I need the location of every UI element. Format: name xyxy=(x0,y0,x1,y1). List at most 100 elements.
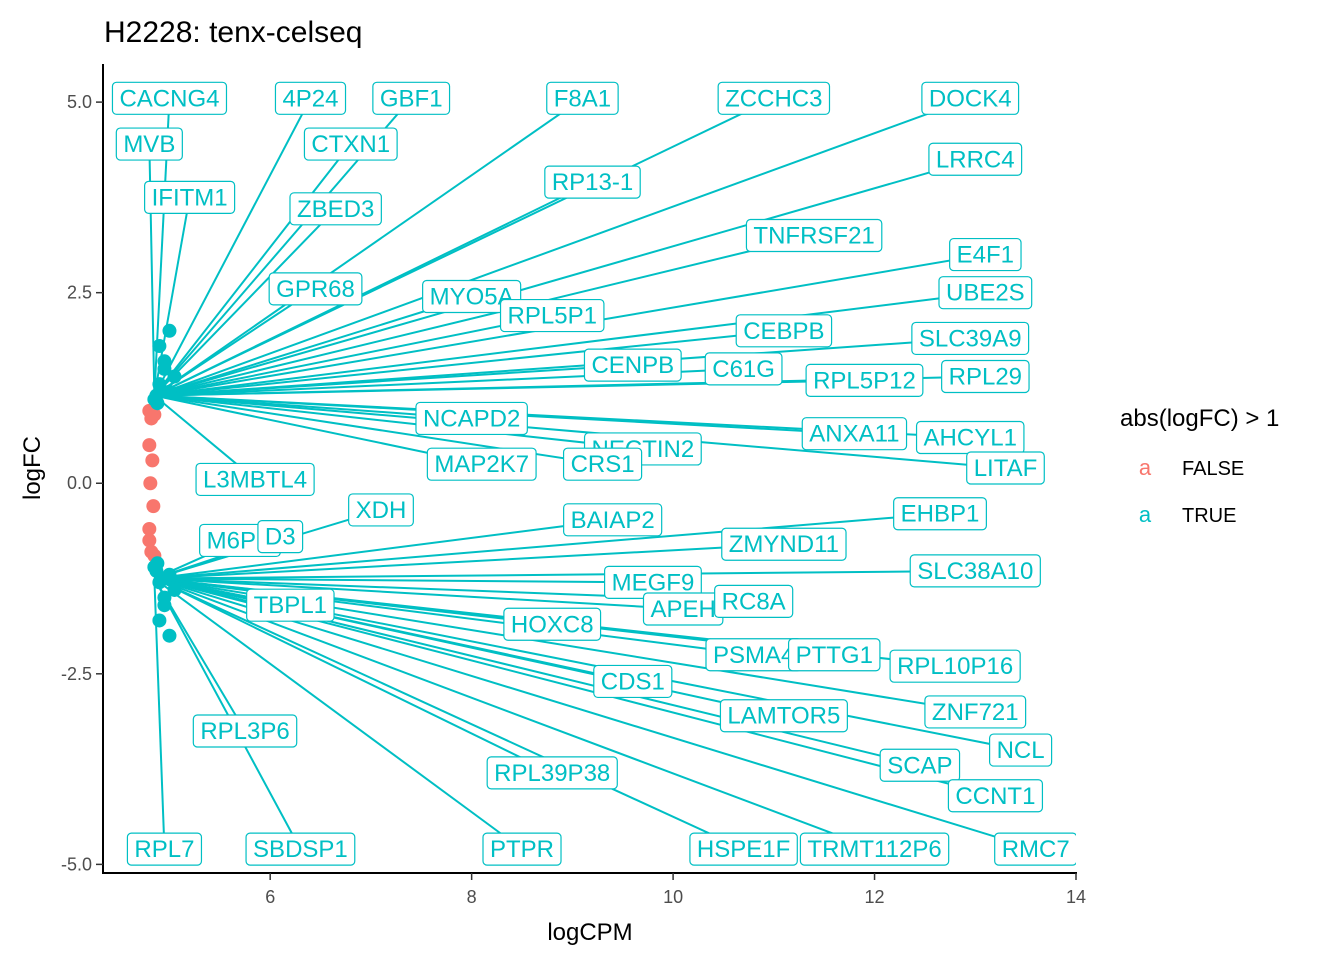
gene-label-box xyxy=(546,81,619,115)
gene-label-text: TRMT112P6 xyxy=(807,836,941,863)
gene-label-box xyxy=(988,733,1053,767)
gene-label: RPL5P12 xyxy=(805,363,924,397)
gene-label-text: LRRC4 xyxy=(936,146,1015,173)
gene-label: CDS1 xyxy=(593,664,673,699)
gene-label-box xyxy=(348,493,414,527)
gene-label: NCAPD2 xyxy=(415,401,528,436)
gene-label: CEBPB xyxy=(735,314,833,348)
gene-label-text: PTPR xyxy=(490,836,554,863)
gene-label-text: ZNF721 xyxy=(932,699,1019,726)
gene-label: XDH xyxy=(348,493,414,527)
legend-entries: a FALSE a TRUE xyxy=(1139,455,1244,527)
gene-label: TBPL1 xyxy=(246,588,335,622)
gene-label: HSPE1F xyxy=(689,832,798,866)
gene-label: DOCK4 xyxy=(921,81,1020,115)
gene-label: ZNF721 xyxy=(924,695,1027,729)
point-true xyxy=(167,369,182,384)
gene-label-box xyxy=(921,81,1020,115)
gene-label-box xyxy=(486,756,618,790)
plot-panel: CACNG4 4P24 GBF1 F8A1 ZCCHC3 DOCK4 MVB CTXN1 IFI… xyxy=(111,81,1076,866)
gene-label-text: MVB xyxy=(123,131,175,158)
label-connector xyxy=(153,578,302,850)
y-tick-label: 0.0 xyxy=(67,473,92,493)
gene-label-text: GBF1 xyxy=(380,85,443,112)
gene-labels: CACNG4 4P24 GBF1 F8A1 ZCCHC3 DOCK4 MVB CTXN1 IFI… xyxy=(111,81,1076,866)
gene-label-text: RPL5P1 xyxy=(508,303,597,330)
legend-label-false: FALSE xyxy=(1182,458,1244,480)
label-connector xyxy=(154,543,784,580)
point-true xyxy=(152,377,167,392)
gene-label-box xyxy=(111,81,228,115)
gene-label-text: 4P24 xyxy=(282,85,338,112)
gene-label: TNFRSF21 xyxy=(745,218,883,253)
gene-label-box xyxy=(192,714,298,748)
gene-label: UBE2S xyxy=(938,276,1033,310)
gene-label-text: HSPE1F xyxy=(697,836,790,863)
gene-label-box xyxy=(144,180,236,214)
x-tick-label: 12 xyxy=(865,887,885,907)
point-false xyxy=(147,407,162,422)
gene-label-text: SCAP xyxy=(887,752,952,779)
gene-label-box xyxy=(745,218,883,253)
gene-label-box xyxy=(503,607,602,641)
gene-label: AHCYL1 xyxy=(915,420,1025,455)
gene-label: GPR68 xyxy=(268,272,363,306)
point-true xyxy=(162,628,177,643)
label-connector xyxy=(154,512,941,580)
gene-label-box xyxy=(562,447,643,481)
gene-label-box xyxy=(717,81,831,115)
gene-label-text: RPL39P38 xyxy=(494,760,610,787)
gene-label-text: CDS1 xyxy=(601,668,665,695)
data-points xyxy=(142,323,182,643)
x-axis-title: logCPM xyxy=(547,919,632,946)
gene-label: RPL5P1 xyxy=(499,298,605,333)
point-true xyxy=(167,582,182,597)
gene-label: RPL7 xyxy=(126,832,203,866)
gene-label-box xyxy=(195,462,315,497)
label-connector xyxy=(153,97,312,397)
gene-label-text: XDH xyxy=(356,497,407,524)
gene-label: BAIAP2 xyxy=(563,503,663,537)
gene-label-box xyxy=(274,81,347,115)
gene-label-text: BAIAP2 xyxy=(571,507,655,534)
label-connector xyxy=(154,394,1006,469)
label-connector xyxy=(153,97,584,397)
gene-label-text: SLC39A9 xyxy=(919,325,1022,352)
point-false xyxy=(142,438,157,453)
gene-label: MVB xyxy=(115,127,183,161)
gene-label: F8A1 xyxy=(546,81,619,115)
x-tick-label: 14 xyxy=(1066,887,1086,907)
legend: abs(logFC) > 1 a FALSE a TRUE xyxy=(1120,405,1279,527)
gene-label: CCNT1 xyxy=(947,779,1044,813)
gene-label: HOXC8 xyxy=(503,607,602,641)
gene-label-text: SBDSP1 xyxy=(253,836,348,863)
gene-label-text: RMC7 xyxy=(1002,836,1070,863)
gene-label: CTXN1 xyxy=(303,127,398,161)
gene-label-text: RPL3P6 xyxy=(200,718,289,745)
gene-label-box xyxy=(115,127,183,161)
point-true xyxy=(152,613,167,628)
label-connector xyxy=(154,291,986,397)
gene-label-box xyxy=(911,321,1030,356)
gene-label-text: MAP2K7 xyxy=(434,451,529,478)
gene-label-text: IFITM1 xyxy=(152,184,228,211)
gene-label-box xyxy=(947,779,1044,813)
gene-label-box xyxy=(704,352,783,386)
gene-label-text: PSMA4 xyxy=(713,642,794,669)
label-connector xyxy=(153,577,745,851)
point-true xyxy=(157,354,172,369)
gene-label-box xyxy=(893,497,987,531)
gene-label: RPL29 xyxy=(941,359,1030,394)
point-true xyxy=(157,598,172,613)
gene-label-box xyxy=(499,298,605,333)
gene-label: PTPR xyxy=(482,832,562,866)
gene-label: GBF1 xyxy=(372,81,451,115)
label-connector xyxy=(154,569,976,580)
gene-label-box xyxy=(909,554,1041,588)
point-true xyxy=(149,388,164,403)
gene-label: SLC38A10 xyxy=(909,554,1041,588)
label-connector xyxy=(154,295,472,397)
gene-label-box xyxy=(799,832,950,866)
gene-label: RMC7 xyxy=(994,832,1076,866)
gene-label-box xyxy=(949,237,1022,272)
